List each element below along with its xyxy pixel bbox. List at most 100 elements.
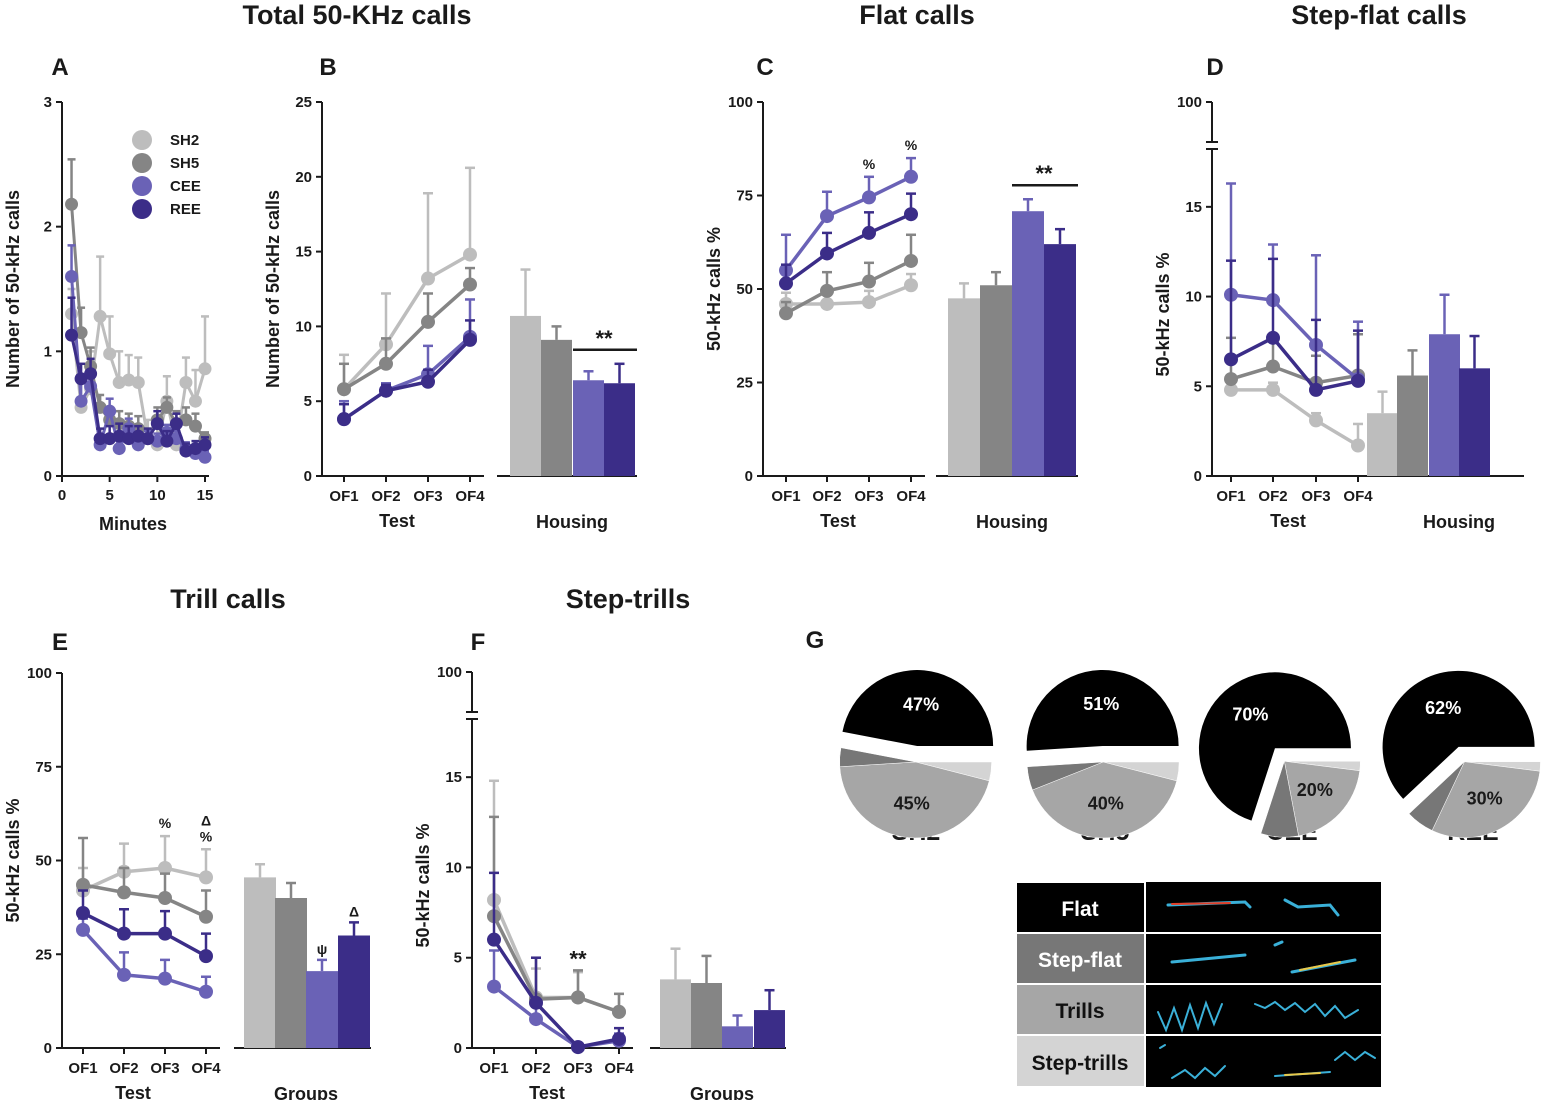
series-sh5: [487, 815, 626, 1019]
y-tick-label: 0: [44, 468, 52, 485]
series-ree: [779, 192, 918, 291]
series-ree: [65, 296, 212, 458]
x-tick-label-of2: OF2: [521, 1060, 550, 1077]
series-sh5: [337, 266, 477, 397]
data-point: [150, 417, 164, 431]
series-line-ree: [82, 911, 207, 958]
data-point: [1266, 330, 1280, 345]
x-tick-label-of2: OF2: [812, 488, 841, 505]
panel-label-c: C: [756, 54, 773, 81]
series-ree: [337, 319, 477, 427]
data-point: [571, 1040, 585, 1055]
spectrogram-trace-step-flat: [1170, 953, 1247, 964]
data-point: [198, 438, 212, 452]
data-point: [337, 382, 351, 397]
series-cee: [487, 949, 626, 1055]
x-tick-label-of3: OF3: [150, 1060, 179, 1077]
legend-marker-sh5: [132, 153, 152, 173]
y-tick-label: 100: [27, 665, 52, 682]
spectrogram-label-step-trills: Step-trills: [1032, 1052, 1129, 1075]
annotation-mark: %: [905, 137, 918, 153]
y-tick-label: 75: [736, 188, 753, 205]
data-point: [487, 979, 501, 994]
spectrogram-trace-trills: [1254, 1000, 1359, 1020]
data-point: [158, 861, 172, 875]
series-line-ree: [784, 212, 912, 285]
spectrogram-trace-flat: [1171, 902, 1231, 905]
y-tick-label: 50: [736, 281, 753, 298]
y-tick-label: 1: [44, 343, 52, 360]
data-point: [74, 372, 88, 386]
annotation-mark: **: [569, 946, 587, 971]
series-line-sh2: [82, 866, 207, 893]
data-point: [463, 247, 477, 262]
legend-marker-cee: [132, 176, 152, 196]
x-axis-title: Test: [115, 1083, 151, 1100]
data-point: [1351, 373, 1365, 388]
legend-marker-ree: [132, 199, 152, 219]
x-tick-label-of4: OF4: [455, 488, 485, 505]
legend-label-cee: CEE: [170, 178, 201, 195]
pie-value-trills: 30%: [1467, 788, 1503, 808]
data-point: [529, 995, 543, 1010]
data-point: [904, 253, 918, 268]
plot-a: 0 5 10 15 Minutes SH2 SH5 CEE REE: [58, 130, 213, 534]
y-tick-label: 2: [44, 219, 52, 236]
bar-cee: [722, 1026, 753, 1048]
spectrogram-row-flat-label-cell: [1015, 881, 1146, 934]
y-tick-label: 75: [35, 759, 52, 776]
legend-label-sh5: SH5: [170, 155, 199, 172]
pie-slice-trills: [1032, 761, 1178, 839]
data-point: [1266, 359, 1280, 374]
spectrogram-trace-step-trills: [1284, 1072, 1321, 1076]
data-point: [337, 412, 351, 427]
x-axis-title: Minutes: [99, 514, 167, 534]
y-tick-label: 50: [35, 853, 52, 870]
data-point: [820, 296, 834, 311]
series-line-cee: [492, 985, 620, 1049]
data-point: [141, 432, 155, 446]
x-tick-label-of1: OF1: [329, 488, 358, 505]
pie-value-flat: 47%: [903, 694, 939, 714]
data-point: [188, 394, 202, 408]
series-sh5: [779, 233, 918, 321]
x-tick-label: 0: [58, 487, 66, 504]
bar-group-c: **: [936, 161, 1078, 477]
series-cee: [76, 917, 213, 999]
data-point: [188, 419, 202, 433]
significance-stars: **: [1035, 161, 1053, 186]
y-tick-label: 0: [44, 1040, 52, 1057]
y-axis-E: 0 25 50 75 100 50-kHz calls %: [3, 665, 63, 1057]
data-point: [117, 967, 131, 982]
x-axis-title: Test: [529, 1083, 565, 1100]
spectrogram-row-step-trills-label-cell: [1015, 1034, 1146, 1088]
title-flat-calls: Flat calls: [859, 0, 975, 30]
series-cee: [779, 156, 918, 278]
series-sh5: [76, 836, 213, 924]
data-point: [117, 885, 131, 900]
x-tick-label-of4: OF4: [1343, 488, 1373, 505]
plot-f: OF1 OF2 OF3 OF4 Test ** Groups: [472, 779, 786, 1100]
series-line-sh5: [1230, 364, 1359, 385]
y-tick-label: 5: [454, 950, 462, 967]
panel-label-a: A: [51, 54, 68, 81]
series-line-ree: [343, 338, 472, 421]
y-tick-label: 0: [1194, 468, 1202, 485]
y-tick-label: 15: [1185, 199, 1202, 216]
y-axis-C: 0 25 50 75 100 50-kHz calls %: [704, 94, 764, 485]
bar-group-d: [1366, 293, 1524, 477]
data-point: [84, 367, 98, 381]
annotation-mark: %: [863, 156, 876, 172]
bar-ree: [604, 383, 635, 476]
y-axis-title: Number of 50-kHz calls: [263, 190, 283, 388]
y-axis-B: 0 5 10 15 20 25 Number of 50-kHz calls: [263, 94, 323, 485]
bar-sh5: [1397, 375, 1428, 476]
data-point: [421, 374, 435, 389]
data-point: [74, 394, 88, 408]
x-tick-label-of2: OF2: [109, 1060, 138, 1077]
series-line-cee: [81, 928, 207, 994]
data-point: [1224, 372, 1238, 387]
data-point: [199, 949, 213, 964]
